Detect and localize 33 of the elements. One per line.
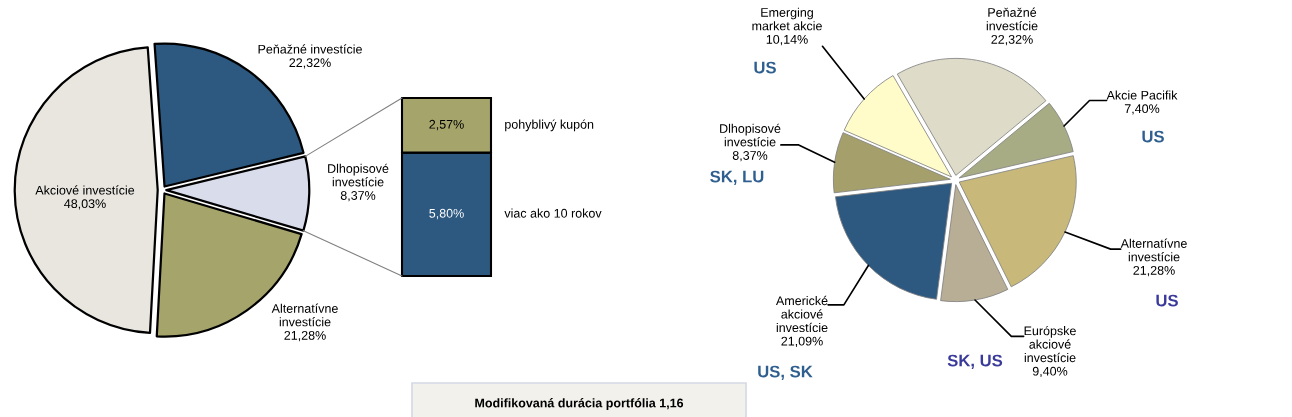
data-label: 21,28% — [284, 330, 326, 342]
data-label: 8,37% — [340, 191, 376, 202]
series-label: pohyblivý kupón — [505, 119, 594, 132]
slice-label: Akcie Pacifik — [1106, 90, 1178, 100]
data-label: 8,37% — [732, 151, 768, 162]
text: SK, US — [947, 354, 1003, 369]
slice-label: Americké akciové investície — [775, 295, 828, 333]
data-label: 7,40% — [1124, 104, 1160, 115]
data-label: 9,40% — [1032, 366, 1068, 378]
slice-label: Akciové investície — [35, 185, 135, 195]
text: US — [1156, 294, 1178, 307]
data-label: 5,80% — [429, 208, 464, 220]
slice-label: Emerging market akcie — [752, 7, 822, 31]
text: Modifikovaná durácia portfólia 1,16 — [475, 398, 684, 410]
slice-label: Peňažné investície — [986, 7, 1038, 31]
text: US — [754, 61, 776, 74]
data-label: 10,14% — [766, 34, 808, 46]
slice-label: Dlhopisové investície — [328, 163, 389, 187]
data-label: 2,57% — [429, 119, 464, 131]
data-label: 48,03% — [64, 199, 106, 210]
slice-label: Alternatívne investície — [1120, 238, 1187, 262]
series-label: viac ako 10 rokov — [504, 208, 602, 218]
text: US, SK — [758, 365, 813, 380]
slice-label: Európske akciové investície — [1024, 325, 1076, 363]
data-label: 21,28% — [1133, 265, 1175, 277]
data-label: 21,09% — [781, 336, 823, 348]
text: SK, LU — [710, 170, 764, 185]
slice-label: Peňažné investície — [258, 44, 362, 54]
slice-label: Alternatívne investície — [271, 303, 338, 327]
slice-label: Dlhopisové investície — [720, 123, 781, 147]
data-label: 22,32% — [289, 58, 331, 69]
data-label: 22,32% — [991, 34, 1033, 46]
text: US — [1142, 130, 1164, 143]
